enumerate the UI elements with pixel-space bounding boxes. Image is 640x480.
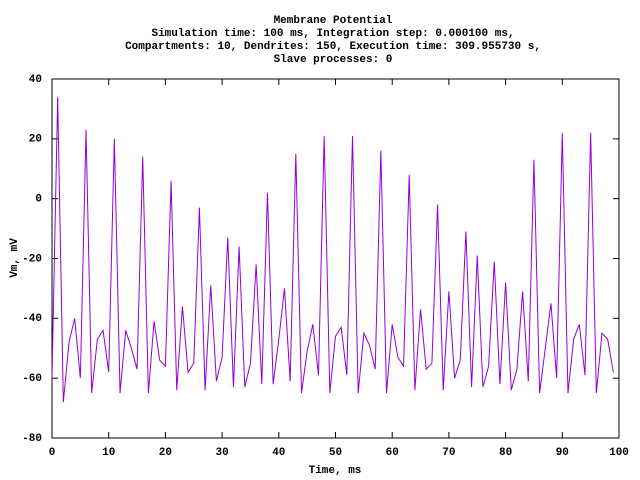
x-tick-label: 0 — [49, 447, 56, 459]
plot-border — [51, 78, 620, 439]
y-tick-label: 40 — [29, 74, 42, 86]
x-tick-label: 30 — [215, 447, 228, 459]
x-tick-label: 90 — [556, 447, 569, 459]
y-tick-label: -40 — [22, 313, 42, 325]
y-tick-label: 0 — [35, 194, 42, 206]
y-tick-label: -20 — [22, 253, 42, 265]
chart-subtitle: Simulation time: 100 ms, Integration ste… — [151, 28, 514, 40]
y-tick-label: 20 — [29, 134, 42, 146]
x-tick-label: 10 — [102, 447, 115, 459]
y-tick-label: -60 — [22, 373, 42, 385]
chart-title: Membrane Potential — [274, 15, 393, 27]
x-tick-label: 70 — [442, 447, 455, 459]
x-axis-label: Time, ms — [309, 465, 362, 477]
y-axis-label: Vm, mV — [9, 238, 21, 278]
data-line — [51, 96, 614, 403]
x-tick-label: 50 — [329, 447, 342, 459]
x-tick-label: 20 — [159, 447, 172, 459]
x-tick-label: 60 — [386, 447, 399, 459]
chart-subtitle: Compartments: 10, Dendrites: 150, Execut… — [125, 41, 541, 53]
x-tick-label: 40 — [272, 447, 285, 459]
chart-subtitle: Slave processes: 0 — [274, 54, 393, 66]
x-tick-label: 100 — [609, 447, 629, 459]
y-tick-label: -80 — [22, 433, 42, 445]
x-tick-label: 80 — [499, 447, 512, 459]
